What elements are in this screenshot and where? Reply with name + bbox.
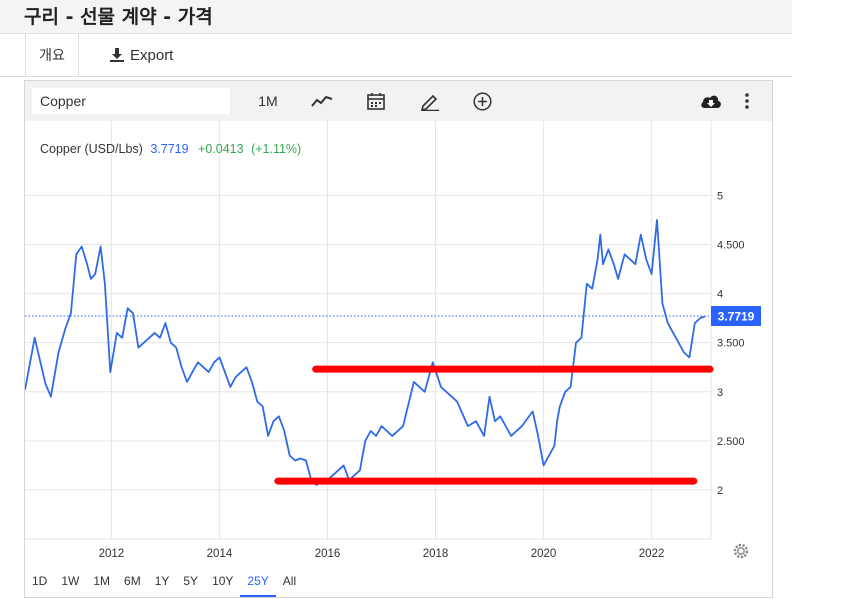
x-tick-label: 2018 <box>423 548 449 560</box>
chart-panel: 1M <box>24 80 773 598</box>
compare-button[interactable] <box>469 88 495 114</box>
y-tick-label: 4 <box>717 289 723 301</box>
pencil-icon <box>420 94 439 111</box>
y-tick-label: 2.500 <box>717 436 745 448</box>
more-options-button[interactable] <box>735 88 759 114</box>
gear-icon <box>733 543 749 559</box>
range-button-10y[interactable]: 10Y <box>212 574 234 588</box>
y-tick-label: 3 <box>717 387 723 399</box>
more-vertical-icon <box>745 93 749 109</box>
range-button-all[interactable]: All <box>282 574 297 588</box>
cloud-download-icon <box>701 95 721 108</box>
x-tick-label: 2016 <box>315 548 341 560</box>
interval-button[interactable]: 1M <box>258 93 278 109</box>
range-selector: 1D 1W 1M 6M 1Y 5Y 10Y 25Y All <box>25 565 303 597</box>
range-button-6m[interactable]: 6M <box>124 574 141 588</box>
download-icon <box>110 48 124 62</box>
date-range-button[interactable] <box>363 88 389 114</box>
series-line <box>25 219 706 486</box>
legend-change-pct: (+1.11%) <box>251 142 301 156</box>
y-tick-label: 3.500 <box>717 338 745 350</box>
range-button-25y[interactable]: 25Y <box>240 565 276 597</box>
chart-legend: Copper (USD/Lbs) 3.7719 +0.0413 (+1.11%) <box>40 142 301 156</box>
price-chart: Copper (USD/Lbs) 3.7719 +0.0413 (+1.11%)… <box>25 121 761 560</box>
axis-labels: 2 2.500 3 3.500 4 4.500 5 2012 2014 2016 2018 2020 2… <box>99 190 761 560</box>
chart-type-button[interactable] <box>308 88 336 114</box>
legend-last-value: 3.7719 <box>150 142 188 156</box>
y-tick-label: 2 <box>717 485 723 497</box>
chart-toolbar: 1M <box>25 81 772 121</box>
range-button-1w[interactable]: 1W <box>61 574 80 588</box>
tab-bar: 개요 Export <box>0 34 792 77</box>
svg-text:Copper (USD/Lbs) 3.771: Copper (USD/Lbs) 3.7719 +0.0413 (+1.11%) <box>40 142 301 156</box>
download-button[interactable] <box>698 88 724 114</box>
chart-settings-button[interactable] <box>733 543 749 559</box>
x-tick-label: 2014 <box>207 548 233 560</box>
y-tick-label: 4.500 <box>717 240 745 252</box>
x-tick-label: 2020 <box>531 548 557 560</box>
title-bar: 구리 - 선물 계약 - 가격 <box>0 0 792 34</box>
x-tick-label: 2012 <box>99 548 125 560</box>
x-tick-label: 2022 <box>639 548 665 560</box>
y-tick-label: 5 <box>717 190 723 202</box>
range-button-1m[interactable]: 1M <box>93 574 111 588</box>
calendar-icon <box>367 93 385 110</box>
chart-grid <box>25 121 712 540</box>
plus-circle-icon <box>472 91 492 111</box>
line-chart-icon <box>311 95 333 107</box>
tab-export-label: Export <box>130 46 174 64</box>
last-price-label: 3.7719 <box>718 309 755 323</box>
last-price-badge <box>711 305 761 326</box>
symbol-input[interactable] <box>32 88 230 114</box>
series-layer <box>25 219 711 486</box>
range-button-5y[interactable]: 5Y <box>183 574 199 588</box>
legend-change: +0.0413 <box>198 142 244 156</box>
range-button-1d[interactable]: 1D <box>32 574 48 588</box>
tab-export[interactable]: Export <box>110 34 173 76</box>
tab-overview[interactable]: 개요 <box>25 34 79 76</box>
page-title: 구리 - 선물 계약 - 가격 <box>24 6 213 28</box>
range-button-1y[interactable]: 1Y <box>154 574 170 588</box>
draw-button[interactable] <box>417 88 443 114</box>
legend-series-name: Copper (USD/Lbs) <box>40 142 143 156</box>
